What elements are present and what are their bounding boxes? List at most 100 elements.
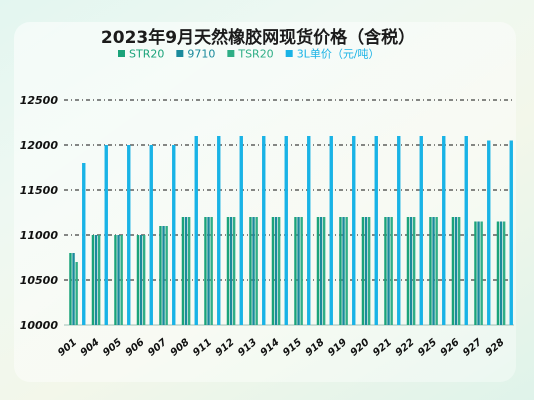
bar: [432, 217, 435, 325]
bar: [322, 217, 326, 325]
y-tick-label: 10000: [20, 319, 59, 332]
bar: [217, 136, 221, 325]
legend-label: 9710: [187, 48, 215, 61]
chart-title: 2023年9月天然橡胶网现货价格（含税）: [101, 27, 415, 48]
bar: [361, 217, 365, 325]
bar: [364, 217, 368, 325]
bar: [277, 217, 281, 325]
bar: [120, 235, 123, 325]
legend-label: STR20: [129, 48, 164, 61]
bar: [75, 262, 78, 325]
bar: [172, 145, 176, 325]
bar: [91, 235, 95, 325]
bars: [69, 136, 513, 325]
bar: [435, 217, 438, 325]
bar: [271, 217, 275, 325]
bar: [457, 217, 461, 325]
bar: [252, 217, 255, 325]
bar: [297, 217, 300, 325]
bar: [442, 136, 446, 325]
bar: [284, 136, 288, 325]
bar: [502, 221, 506, 325]
bar: [127, 145, 131, 325]
bar: [94, 235, 98, 325]
bar: [226, 217, 230, 325]
bar: [352, 136, 356, 325]
bar: [406, 217, 410, 325]
bar: [374, 136, 378, 325]
bar: [319, 217, 323, 325]
bar: [451, 217, 455, 325]
legend-label: TSR20: [237, 48, 273, 61]
bar: [72, 253, 75, 325]
bar: [345, 217, 348, 325]
y-tick-label: 12500: [20, 94, 59, 107]
bar: [117, 235, 120, 325]
bar: [342, 217, 345, 325]
y-tick-label: 11000: [20, 229, 59, 242]
bar: [429, 217, 432, 325]
bar: [149, 145, 153, 325]
bar: [390, 217, 393, 325]
bar: [194, 136, 198, 325]
bar: [477, 221, 480, 325]
bar: [274, 217, 278, 325]
legend-swatch: [176, 50, 184, 57]
y-tick-label: 10500: [20, 274, 59, 287]
bar: [82, 163, 86, 325]
bar: [496, 221, 500, 325]
bar: [412, 217, 416, 325]
y-tick-label: 11500: [20, 184, 59, 197]
bar: [165, 226, 168, 325]
bar: [69, 253, 72, 325]
bar: [384, 217, 387, 325]
bar: [409, 217, 413, 325]
bar: [419, 136, 423, 325]
bar: [329, 136, 333, 325]
bar: [397, 136, 401, 325]
bar: [104, 145, 108, 325]
y-tick-label: 12000: [20, 139, 59, 152]
bar: [139, 235, 143, 325]
bar: [159, 226, 162, 325]
legend-swatch: [118, 50, 125, 57]
legend: STR20 9710 TSR20 3L单价（元/吨）: [118, 48, 380, 61]
bar: [255, 217, 258, 325]
bar: [509, 140, 513, 325]
bar: [307, 136, 311, 325]
bar: [207, 217, 210, 325]
bar: [114, 235, 117, 325]
bar: [181, 217, 185, 325]
bar: [474, 221, 477, 325]
bar: [367, 217, 371, 325]
bar: [387, 217, 390, 325]
bar: [300, 217, 303, 325]
bar: [136, 235, 140, 325]
bar: [239, 136, 243, 325]
gridlines: [64, 99, 514, 281]
bar: [229, 217, 233, 325]
bar: [464, 136, 468, 325]
bar: [249, 217, 252, 325]
legend-swatch: [227, 50, 235, 57]
bar: [232, 217, 236, 325]
bar: [187, 217, 191, 325]
bar: [454, 217, 458, 325]
bar: [480, 221, 483, 325]
bar: [204, 217, 207, 325]
bar: [184, 217, 188, 325]
bar: [499, 221, 503, 325]
bar: [316, 217, 320, 325]
bar: [162, 226, 165, 325]
bar: [339, 217, 342, 325]
bar: [97, 235, 101, 325]
legend-swatch: [285, 50, 293, 57]
legend-label: 3L单价（元/吨）: [297, 48, 380, 61]
bar: [262, 136, 266, 325]
bar: [142, 235, 146, 325]
bar: [487, 140, 491, 325]
bar: [210, 217, 213, 325]
bar: [294, 217, 297, 325]
